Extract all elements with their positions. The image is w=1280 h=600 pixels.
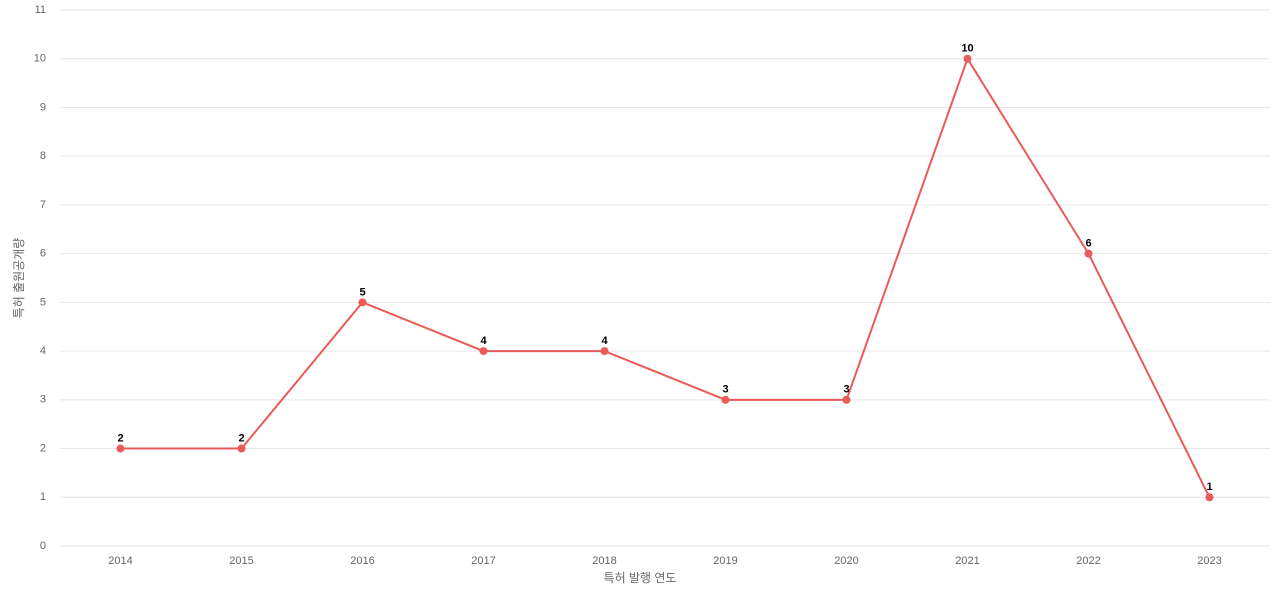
x-tick-label: 2019 xyxy=(713,555,737,567)
data-point xyxy=(116,444,125,453)
value-label: 3 xyxy=(722,384,728,396)
x-axis-title: 특허 발행 연도 xyxy=(604,570,677,585)
value-label: 4 xyxy=(601,335,608,347)
x-tick-label: 2021 xyxy=(955,555,979,567)
x-tick-label: 2014 xyxy=(108,555,132,567)
x-tick-label: 2023 xyxy=(1197,555,1221,567)
y-tick-label: 4 xyxy=(40,345,46,357)
x-tick-label: 2016 xyxy=(350,555,374,567)
data-point xyxy=(721,395,730,404)
value-label: 6 xyxy=(1085,238,1091,250)
y-axis-title: 특허 출원공개량 xyxy=(12,238,26,319)
x-tick-label: 2015 xyxy=(229,555,253,567)
x-tick-label: 2022 xyxy=(1076,555,1100,567)
y-tick-label: 11 xyxy=(35,4,46,16)
x-tick-label: 2017 xyxy=(471,555,495,567)
value-label: 10 xyxy=(961,43,973,55)
value-label: 2 xyxy=(117,432,123,444)
data-point xyxy=(358,298,367,307)
data-point xyxy=(600,347,609,356)
value-label: 3 xyxy=(843,384,849,396)
y-tick-label: 10 xyxy=(34,53,46,65)
y-tick-label: 0 xyxy=(40,540,46,552)
x-tick-label: 2020 xyxy=(834,555,858,567)
data-point xyxy=(1205,493,1214,502)
data-point xyxy=(1084,249,1093,258)
value-label: 1 xyxy=(1206,481,1212,493)
y-tick-label: 8 xyxy=(40,150,46,162)
y-tick-label: 5 xyxy=(40,296,46,308)
y-tick-label: 1 xyxy=(40,491,46,503)
value-label: 2 xyxy=(238,432,244,444)
value-label: 4 xyxy=(480,335,487,347)
y-tick-label: 9 xyxy=(40,101,46,113)
y-tick-label: 2 xyxy=(40,442,46,454)
data-line xyxy=(120,56,1211,498)
y-tick-label: 6 xyxy=(40,248,46,260)
data-point xyxy=(479,347,488,356)
data-point xyxy=(842,395,851,404)
data-point xyxy=(237,444,246,453)
y-tick-label: 3 xyxy=(40,394,46,406)
value-label: 5 xyxy=(359,286,365,298)
y-tick-label: 7 xyxy=(40,199,46,211)
data-point xyxy=(963,54,972,63)
x-tick-label: 2018 xyxy=(592,555,616,567)
